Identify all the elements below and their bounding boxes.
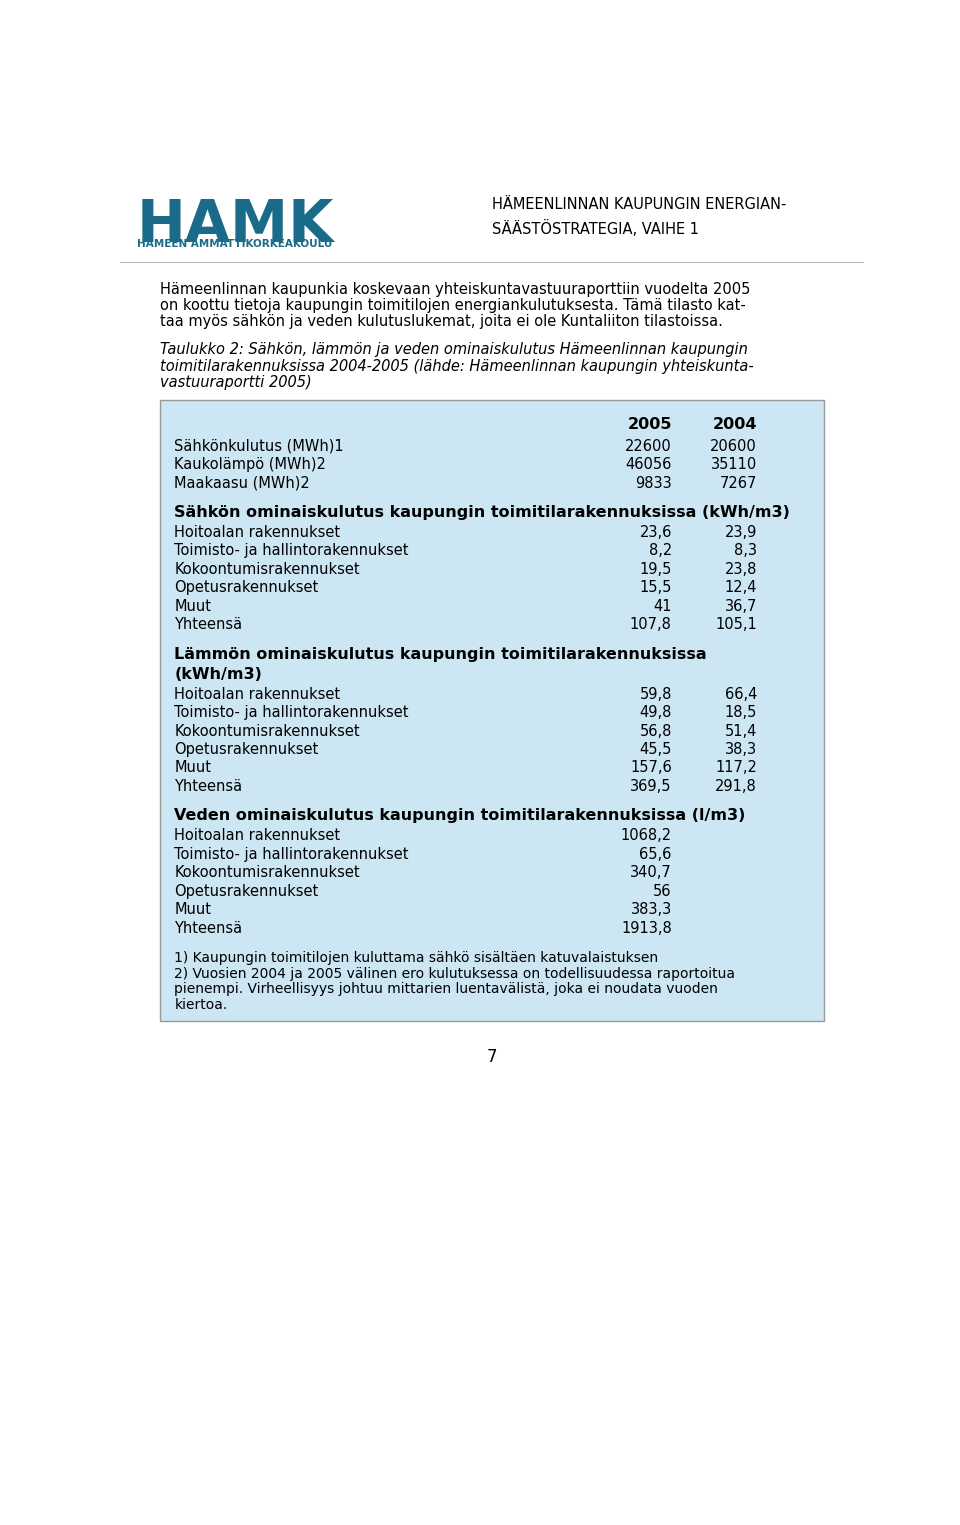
Text: 1068,2: 1068,2: [621, 828, 672, 843]
Text: Yhteensä: Yhteensä: [175, 921, 242, 936]
Text: 9833: 9833: [636, 476, 672, 491]
Text: Opetusrakennukset: Opetusrakennukset: [175, 743, 319, 756]
Text: 291,8: 291,8: [715, 779, 757, 795]
Text: 35110: 35110: [710, 458, 757, 473]
Text: Muut: Muut: [175, 761, 211, 776]
Text: 7: 7: [487, 1048, 497, 1066]
Text: 51,4: 51,4: [725, 723, 757, 738]
Text: taa myös sähkön ja veden kulutuslukemat, joita ei ole Kuntaliiton tilastoissa.: taa myös sähkön ja veden kulutuslukemat,…: [160, 314, 723, 329]
Text: HAMK: HAMK: [137, 197, 334, 253]
Text: 56: 56: [654, 883, 672, 898]
Text: Maakaasu (MWh)2: Maakaasu (MWh)2: [175, 476, 310, 491]
Text: 46056: 46056: [625, 458, 672, 473]
Text: 23,8: 23,8: [725, 561, 757, 576]
Text: Kaukolämpö (MWh)2: Kaukolämpö (MWh)2: [175, 458, 326, 473]
Text: 2) Vuosien 2004 ja 2005 välinen ero kulutuksessa on todellisuudessa raportoitua: 2) Vuosien 2004 ja 2005 välinen ero kulu…: [175, 967, 735, 981]
Text: 36,7: 36,7: [725, 599, 757, 613]
Text: 49,8: 49,8: [639, 705, 672, 720]
Text: Opetusrakennukset: Opetusrakennukset: [175, 581, 319, 595]
Text: Hoitoalan rakennukset: Hoitoalan rakennukset: [175, 525, 341, 540]
Text: 105,1: 105,1: [715, 618, 757, 633]
Text: HÄMEENLINNAN KAUPUNGIN ENERGIAN-
SÄÄSTÖSTRATEGIA, VAIHE 1: HÄMEENLINNAN KAUPUNGIN ENERGIAN- SÄÄSTÖS…: [492, 197, 786, 238]
Text: pienempi. Virheellisyys johtuu mittarien luentavälistä, joka ei noudata vuoden: pienempi. Virheellisyys johtuu mittarien…: [175, 982, 718, 996]
Text: 23,9: 23,9: [725, 525, 757, 540]
Text: 22600: 22600: [625, 439, 672, 453]
Text: Yhteensä: Yhteensä: [175, 618, 242, 633]
Text: 8,2: 8,2: [649, 543, 672, 558]
Text: (kWh/m3): (kWh/m3): [175, 666, 262, 682]
Text: 340,7: 340,7: [630, 865, 672, 880]
Text: 8,3: 8,3: [734, 543, 757, 558]
Text: 38,3: 38,3: [725, 743, 757, 756]
Text: 18,5: 18,5: [725, 705, 757, 720]
Text: 45,5: 45,5: [639, 743, 672, 756]
Text: 23,6: 23,6: [639, 525, 672, 540]
Text: Kokoontumisrakennukset: Kokoontumisrakennukset: [175, 723, 360, 738]
Text: Toimisto- ja hallintorakennukset: Toimisto- ja hallintorakennukset: [175, 543, 409, 558]
Text: Toimisto- ja hallintorakennukset: Toimisto- ja hallintorakennukset: [175, 705, 409, 720]
Text: kiertoa.: kiertoa.: [175, 997, 228, 1011]
Text: 1) Kaupungin toimitilojen kuluttama sähkö sisältäen katuvalaistuksen: 1) Kaupungin toimitilojen kuluttama sähk…: [175, 952, 659, 965]
Text: 20600: 20600: [710, 439, 757, 453]
Text: Hoitoalan rakennukset: Hoitoalan rakennukset: [175, 686, 341, 702]
Text: 19,5: 19,5: [639, 561, 672, 576]
Text: 2005: 2005: [627, 416, 672, 432]
Text: Kokoontumisrakennukset: Kokoontumisrakennukset: [175, 561, 360, 576]
Text: 66,4: 66,4: [725, 686, 757, 702]
FancyBboxPatch shape: [160, 400, 824, 1020]
Text: Toimisto- ja hallintorakennukset: Toimisto- ja hallintorakennukset: [175, 846, 409, 862]
Text: on koottu tietoja kaupungin toimitilojen energiankulutuksesta. Tämä tilasto kat-: on koottu tietoja kaupungin toimitilojen…: [160, 297, 746, 313]
Text: Muut: Muut: [175, 599, 211, 613]
Text: vastuuraportti 2005): vastuuraportti 2005): [160, 375, 312, 390]
Text: Yhteensä: Yhteensä: [175, 779, 242, 795]
Text: Muut: Muut: [175, 903, 211, 917]
Text: Hoitoalan rakennukset: Hoitoalan rakennukset: [175, 828, 341, 843]
Text: Veden ominaiskulutus kaupungin toimitilarakennuksissa (l/m3): Veden ominaiskulutus kaupungin toimitila…: [175, 808, 746, 824]
Text: Lämmön ominaiskulutus kaupungin toimitilarakennuksissa: Lämmön ominaiskulutus kaupungin toimitil…: [175, 647, 707, 662]
Text: Opetusrakennukset: Opetusrakennukset: [175, 883, 319, 898]
Text: 15,5: 15,5: [639, 581, 672, 595]
Text: 41: 41: [654, 599, 672, 613]
Text: Sähkönkulutus (MWh)1: Sähkönkulutus (MWh)1: [175, 439, 344, 453]
Text: 369,5: 369,5: [631, 779, 672, 795]
Text: Hämeenlinnan kaupunkia koskevaan yhteiskuntavastuuraporttiin vuodelta 2005: Hämeenlinnan kaupunkia koskevaan yhteisk…: [160, 282, 751, 296]
Text: 65,6: 65,6: [639, 846, 672, 862]
Text: 56,8: 56,8: [639, 723, 672, 738]
Text: 383,3: 383,3: [631, 903, 672, 917]
Text: Sähkön ominaiskulutus kaupungin toimitilarakennuksissa (kWh/m3): Sähkön ominaiskulutus kaupungin toimitil…: [175, 505, 790, 520]
Text: 157,6: 157,6: [630, 761, 672, 776]
Text: 2004: 2004: [712, 416, 757, 432]
Text: 7267: 7267: [720, 476, 757, 491]
Text: toimitilarakennuksissa 2004-2005 (lähde: Hämeenlinnan kaupungin yhteiskunta-: toimitilarakennuksissa 2004-2005 (lähde:…: [160, 358, 754, 374]
Text: Kokoontumisrakennukset: Kokoontumisrakennukset: [175, 865, 360, 880]
Text: 1913,8: 1913,8: [621, 921, 672, 936]
Text: HÄMEEN AMMATTIKORKEAKOULU: HÄMEEN AMMATTIKORKEAKOULU: [137, 238, 332, 249]
Text: 59,8: 59,8: [639, 686, 672, 702]
Text: 107,8: 107,8: [630, 618, 672, 633]
Text: Taulukko 2: Sähkön, lämmön ja veden ominaiskulutus Hämeenlinnan kaupungin: Taulukko 2: Sähkön, lämmön ja veden omin…: [160, 343, 748, 357]
Text: 12,4: 12,4: [725, 581, 757, 595]
Text: 117,2: 117,2: [715, 761, 757, 776]
